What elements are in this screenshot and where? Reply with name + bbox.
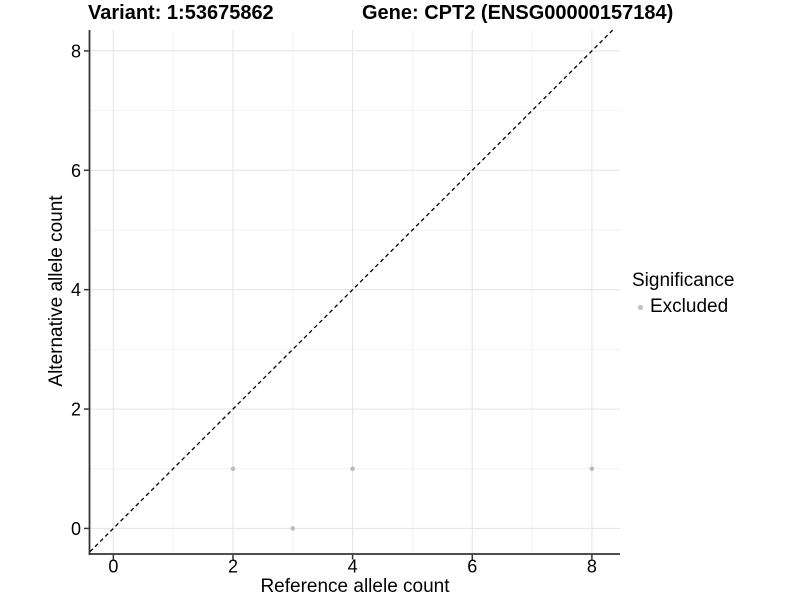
legend-point-icon — [638, 304, 643, 310]
x-tick-label: 4 — [348, 557, 358, 577]
gene-title: Gene: CPT2 (ENSG00000157184) — [362, 2, 674, 24]
x-axis-title: Reference allele count — [260, 576, 450, 597]
identity-line — [89, 29, 614, 553]
x-tick-label: 2 — [228, 557, 238, 577]
y-tick-label: 0 — [71, 519, 81, 539]
data-point — [290, 526, 296, 531]
legend-item-excluded: Excluded — [632, 296, 734, 318]
x-tick-label: 8 — [587, 557, 597, 577]
x-tick-label: 6 — [467, 557, 477, 577]
y-tick-label: 8 — [71, 41, 81, 61]
legend-item-label: Excluded — [650, 296, 729, 317]
legend: Significance Excluded — [632, 270, 734, 318]
y-axis-title: Alternative allele count — [46, 195, 67, 387]
data-point — [350, 466, 355, 472]
legend-title: Significance — [632, 270, 735, 291]
data-point — [230, 466, 236, 472]
y-tick-label: 4 — [71, 280, 81, 300]
data-point — [589, 466, 595, 472]
x-tick-label: 0 — [108, 557, 118, 577]
y-tick-label: 6 — [71, 161, 81, 181]
variant-title: Variant: 1:53675862 — [88, 2, 274, 24]
y-tick-label: 2 — [71, 400, 81, 420]
